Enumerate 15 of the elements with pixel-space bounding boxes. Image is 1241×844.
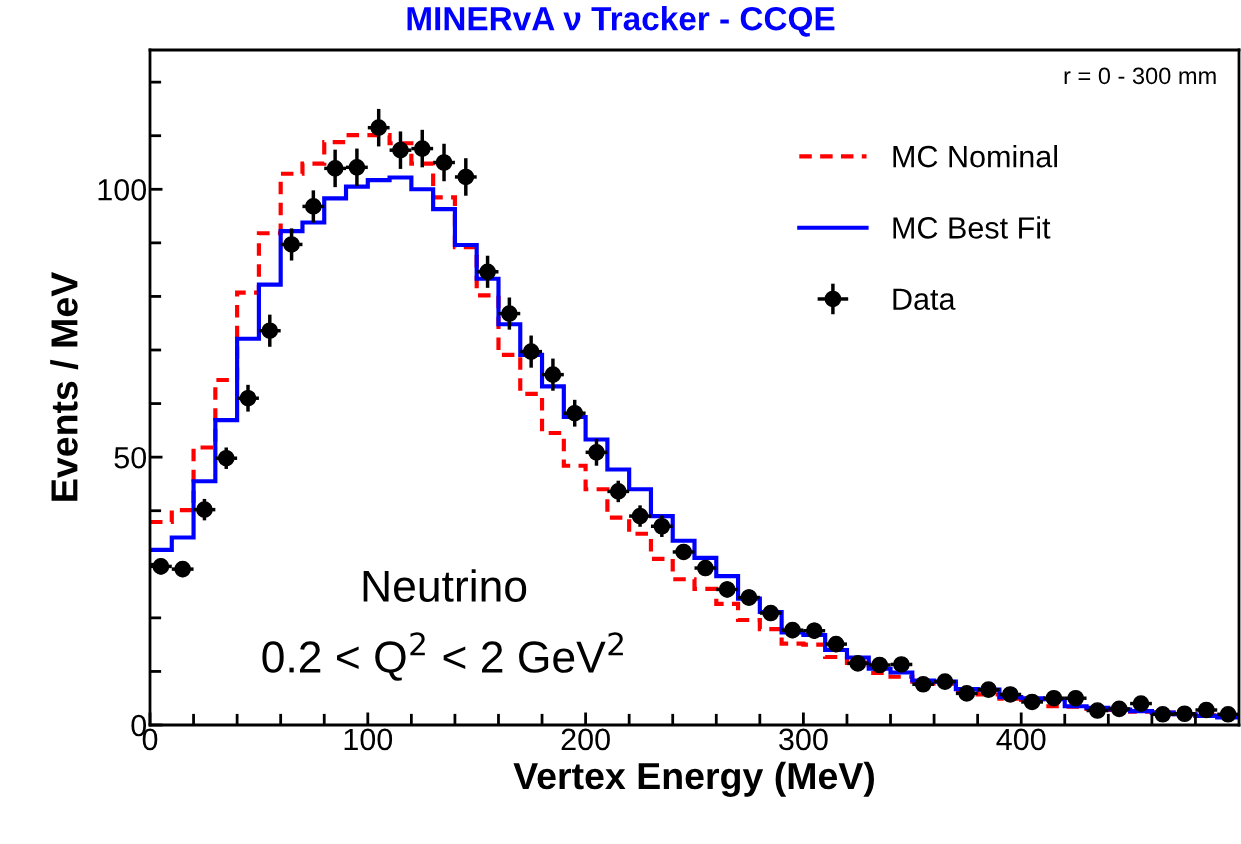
annotation: Neutrino — [363, 569, 527, 602]
legend-label: Data — [893, 288, 956, 310]
y-axis-title: Events / MeV — [50, 272, 79, 501]
annotation: 0.2 < Q$^{2}$ < 2 GeV$^{2}$ — [262, 632, 623, 681]
x-tick-label: 200 — [561, 728, 610, 751]
legend-label: MC Nominal — [893, 145, 1057, 168]
x-axis-title: Vertex Energy (MeV) — [513, 761, 874, 797]
y-tick-label: 100 — [98, 179, 147, 201]
chart-title: MINERvA ν Tracker - CCQE — [407, 6, 835, 37]
x-tick-label: 400 — [996, 728, 1046, 751]
legend-label: MC Best Fit — [893, 216, 1051, 239]
x-tick-label: 300 — [779, 728, 828, 751]
annotation: r = 0 - 300 mm — [1064, 67, 1216, 85]
x-tick-label: 100 — [344, 728, 393, 751]
y-tick-label: 50 — [114, 446, 147, 469]
